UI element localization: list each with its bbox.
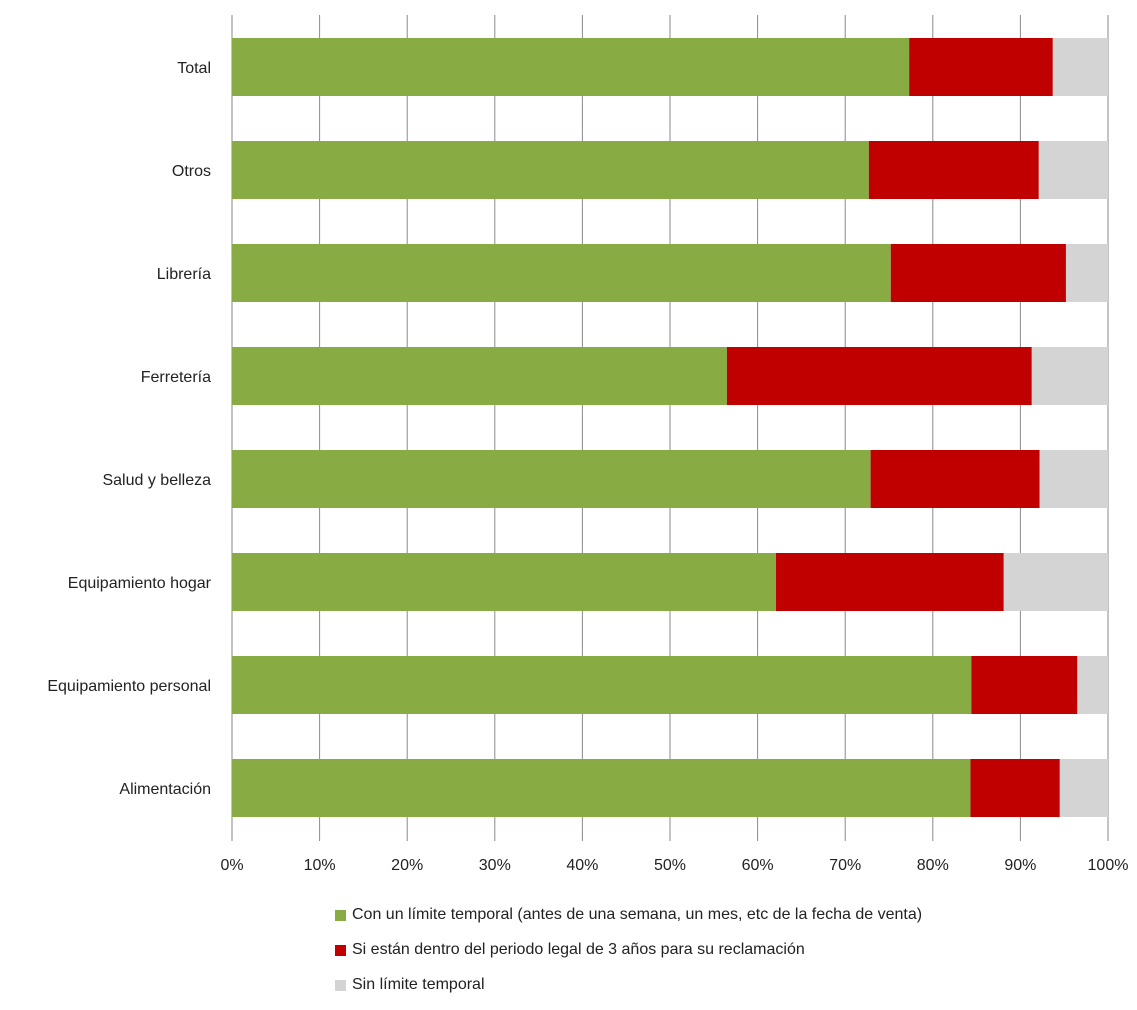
bar-segment [232,347,727,405]
x-tick-label: 20% [391,857,423,874]
x-tick-label: 90% [1004,857,1036,874]
x-tick-label: 60% [742,857,774,874]
bar-segment [232,553,776,611]
x-tick-label: 100% [1088,857,1129,874]
bar-segment [868,141,1039,199]
legend-label: Sin límite temporal [352,976,485,993]
bar-segment [909,38,1053,96]
category-label: Alimentación [119,781,211,798]
bar-segment [232,141,869,199]
stacked-bar-chart: Total Otros Librería Ferretería Salud y bell… [47,15,1128,874]
bar-segment [1031,347,1108,405]
bar-segment [232,38,910,96]
legend-swatch [335,979,346,991]
x-axis-tick-labels: 0% 10% 20% 30% 40% 50% 60% 70% 80% 90% 100% [220,857,1128,874]
category-label: Otros [172,163,211,180]
x-tick-label: 10% [304,857,336,874]
category-label: Librería [157,266,211,283]
legend: Con un límite temporal (antes de una sem… [335,905,922,1010]
bar-segment [1038,141,1108,199]
gridlines [231,15,1109,841]
bar-segment [970,759,1060,817]
bar-segment [232,656,972,714]
legend-label: Con un límite temporal (antes de una sem… [352,906,923,923]
legend-swatch [335,944,346,956]
bar-segment [775,553,1004,611]
legend-swatch [335,909,346,921]
legend-item: Con un límite temporal (antes de una sem… [335,905,922,925]
bar-segment [232,759,971,817]
bar-segment [890,244,1066,302]
bar-segment [1059,759,1108,817]
x-tick-label: 30% [479,857,511,874]
category-label: Equipamiento personal [47,678,211,695]
x-tick-label: 50% [654,857,686,874]
bar-segment [1052,38,1108,96]
category-label: Total [177,60,211,77]
bar-segment [232,244,891,302]
bar-segment [232,450,871,508]
category-labels: Total Otros Librería Ferretería Salud y bell… [47,60,211,798]
category-label: Ferretería [141,369,211,386]
legend-label: Si están dentro del periodo legal de 3 a… [352,941,805,958]
x-tick-label: 80% [917,857,949,874]
legend-item: Si están dentro del periodo legal de 3 a… [335,940,922,960]
x-tick-label: 70% [829,857,861,874]
bar-segment [1065,244,1108,302]
bar-segment [971,656,1078,714]
bar-segment [1003,553,1108,611]
bar-segment [1039,450,1108,508]
bars [232,38,1108,817]
bar-segment [1077,656,1108,714]
x-tick-label: 40% [566,857,598,874]
legend-item: Sin límite temporal [335,975,922,995]
category-label: Salud y belleza [102,472,211,489]
bar-segment [726,347,1032,405]
category-label: Equipamiento hogar [68,575,212,592]
x-tick-label: 0% [220,857,243,874]
bar-segment [870,450,1040,508]
